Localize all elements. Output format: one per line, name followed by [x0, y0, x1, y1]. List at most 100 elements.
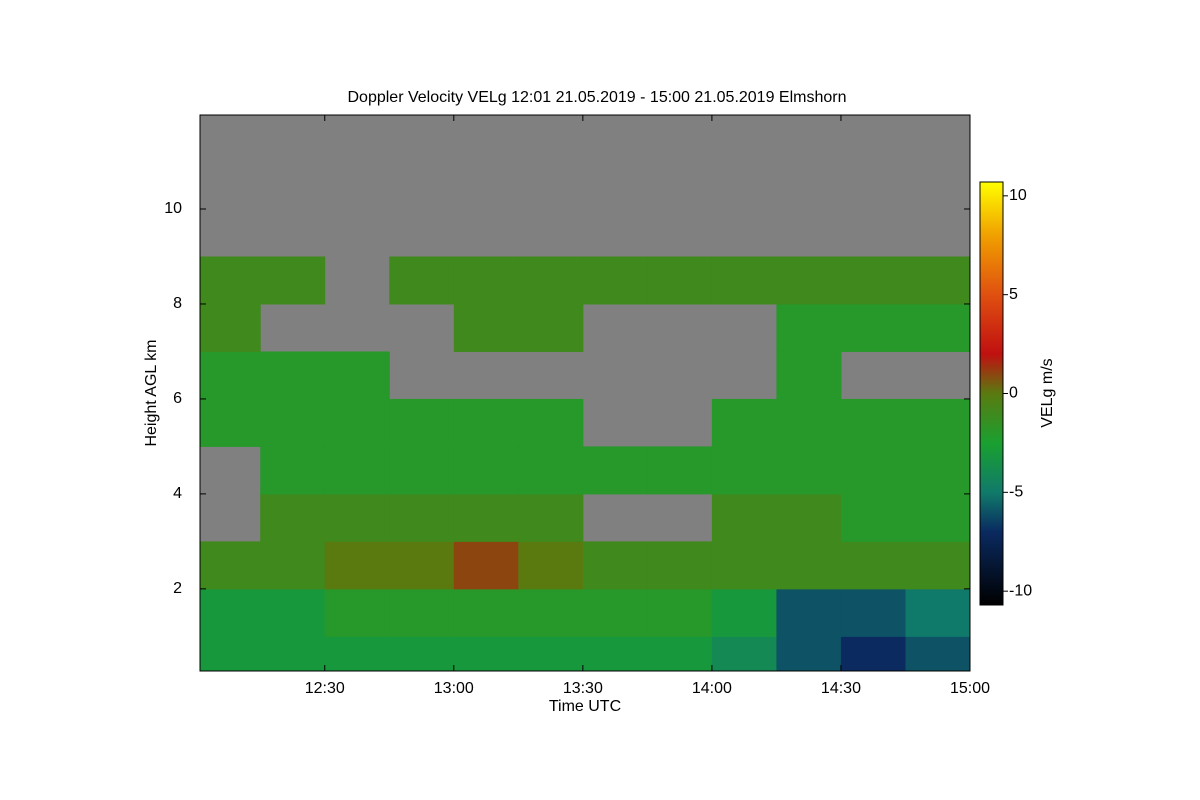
x-tick-label: 15:00 [950, 680, 990, 697]
y-tick-label: 4 [173, 485, 182, 502]
heatmap-cell [389, 493, 455, 542]
heatmap-cell [260, 541, 326, 590]
heatmap-cell [200, 398, 261, 447]
heatmap-cell [518, 588, 584, 637]
heatmap-cell [711, 541, 777, 590]
heatmap-cell [905, 256, 970, 305]
heatmap-cell [905, 446, 970, 495]
heatmap-cell [200, 303, 261, 352]
heatmap-cell [711, 493, 777, 542]
chart-title: Doppler Velocity VELg 12:01 21.05.2019 -… [347, 89, 846, 106]
heatmap-cell [776, 588, 842, 637]
heatmap-cell [905, 541, 970, 590]
heatmap-cell [711, 446, 777, 495]
colorbar-tick-label: -5 [1009, 484, 1023, 501]
x-tick-label: 13:00 [434, 680, 474, 697]
heatmap-cell [453, 303, 519, 352]
colorbar [979, 181, 1004, 606]
heatmap-cell [200, 636, 261, 671]
heatmap-cell [260, 398, 326, 447]
heatmap-cell [260, 351, 326, 400]
y-tick-label: 2 [173, 580, 182, 597]
y-tick-label: 6 [173, 390, 182, 407]
heatmap-cell [324, 446, 390, 495]
heatmap-cell [905, 493, 970, 542]
heatmap-cell [905, 588, 970, 637]
heatmap-cell [260, 446, 326, 495]
heatmap-cell [518, 636, 584, 671]
heatmap-cell [582, 446, 648, 495]
heatmap-cell [840, 256, 906, 305]
heatmap-cell [776, 493, 842, 542]
heatmap-cell [776, 446, 842, 495]
heatmap-cell [200, 541, 261, 590]
x-tick-label: 13:30 [563, 680, 603, 697]
heatmap-cell [518, 541, 584, 590]
heatmap-cell [840, 446, 906, 495]
heatmap-cell [324, 398, 390, 447]
heatmap-cell [776, 303, 842, 352]
heatmap-cell [647, 541, 713, 590]
heatmap-cell [453, 446, 519, 495]
heatmap-cell [776, 398, 842, 447]
heatmap-cell [324, 493, 390, 542]
heatmap-cell [582, 588, 648, 637]
heatmap-cell [518, 493, 584, 542]
heatmap-cell [453, 493, 519, 542]
colorbar-tick-label: -10 [1009, 582, 1032, 599]
heatmap-cell [840, 541, 906, 590]
heatmap-cell [840, 636, 906, 671]
heatmap-cell [453, 256, 519, 305]
heatmap-cell [260, 493, 326, 542]
heatmap-cell [389, 588, 455, 637]
colorbar-tick-label: 5 [1009, 286, 1018, 303]
heatmap-cell [582, 256, 648, 305]
heatmap-cell [905, 303, 970, 352]
heatmap-cell [453, 541, 519, 590]
heatmap-cell [260, 256, 326, 305]
heatmap-cell [582, 541, 648, 590]
heatmap-cell [324, 588, 390, 637]
heatmap-cell [324, 636, 390, 671]
heatmap-cell [840, 303, 906, 352]
colorbar-label: VELg m/s [1039, 358, 1056, 427]
heatmap-cell [389, 446, 455, 495]
heatmap-cell [260, 588, 326, 637]
heatmap-cell [711, 256, 777, 305]
colorbar-tick-label: 0 [1009, 385, 1018, 402]
heatmap-cell [518, 398, 584, 447]
heatmap-cell [453, 636, 519, 671]
heatmap-cell [776, 541, 842, 590]
heatmap-cell [905, 398, 970, 447]
heatmap-cell [647, 256, 713, 305]
heatmap-cell [324, 541, 390, 590]
heatmap-cell [647, 446, 713, 495]
heatmap-cell [389, 636, 455, 671]
x-tick-label: 12:30 [305, 680, 345, 697]
plot-frame [199, 114, 971, 672]
heatmap-cell [647, 636, 713, 671]
heatmap-cell [711, 636, 777, 671]
heatmap-cell [647, 588, 713, 637]
heatmap-cell [582, 636, 648, 671]
heatmap-cell [711, 398, 777, 447]
heatmap-cell [840, 398, 906, 447]
heatmap-cell [389, 541, 455, 590]
heatmap-cell [200, 588, 261, 637]
heatmap-cell [711, 588, 777, 637]
heatmap-cell [840, 588, 906, 637]
heatmap-cell [776, 256, 842, 305]
heatmap-cell [518, 446, 584, 495]
heatmap-cell [200, 256, 261, 305]
heatmap-cell [905, 636, 970, 671]
heatmap-cell [324, 351, 390, 400]
heatmap-cell [776, 351, 842, 400]
y-tick-label: 10 [164, 200, 182, 217]
heatmap [200, 256, 970, 671]
x-tick-label: 14:00 [692, 680, 732, 697]
colorbar-tick-label: 10 [1009, 187, 1027, 204]
heatmap-cell [260, 636, 326, 671]
x-tick-label: 14:30 [821, 680, 861, 697]
heatmap-cell [389, 398, 455, 447]
